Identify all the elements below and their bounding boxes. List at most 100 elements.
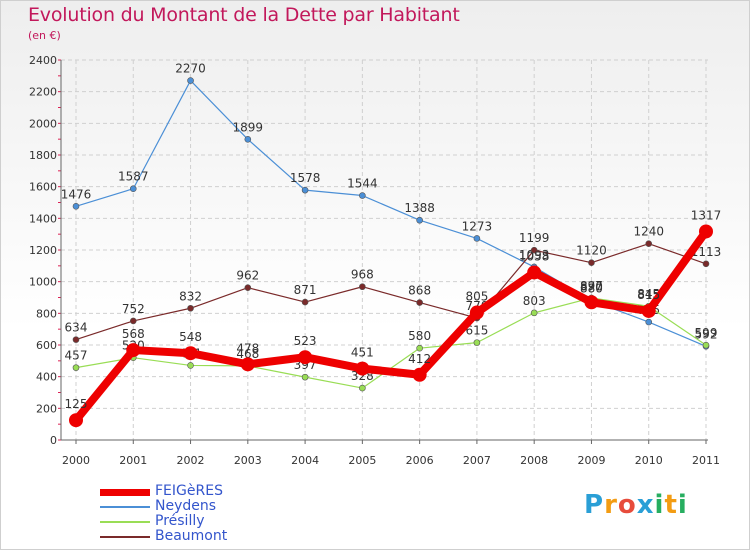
series-line <box>72 229 710 423</box>
data-point <box>187 362 194 369</box>
y-tick-label: 400 <box>36 371 57 384</box>
data-label: 1899 <box>233 120 264 134</box>
legend-item: FEIGèRES <box>100 483 360 500</box>
x-tick-label: 2005 <box>348 454 376 467</box>
y-tick-label: 2200 <box>29 86 57 99</box>
data-point <box>359 192 366 199</box>
y-tick-label: 200 <box>36 402 57 415</box>
x-tick-label: 2004 <box>291 454 319 467</box>
y-tick-label: 1200 <box>29 244 57 257</box>
data-point <box>244 284 252 291</box>
x-tick-label: 2003 <box>234 454 262 467</box>
data-label: 1587 <box>118 170 149 184</box>
data-label: 523 <box>294 334 317 348</box>
data-label: 125 <box>65 397 88 411</box>
logo-letter: P <box>584 490 605 520</box>
data-label: 1199 <box>519 231 550 245</box>
data-label: 871 <box>294 283 317 297</box>
y-tick-label: 0 <box>50 434 57 447</box>
logo-letter: t <box>664 490 678 520</box>
data-point <box>359 384 366 392</box>
data-point <box>702 341 710 349</box>
data-point <box>530 309 538 317</box>
data-point <box>301 298 309 306</box>
data-point <box>416 299 423 306</box>
legend-swatch <box>100 521 150 523</box>
data-label: 880 <box>580 282 603 296</box>
data-label: 803 <box>523 294 546 308</box>
data-point <box>355 361 370 376</box>
data-label: 451 <box>351 346 374 360</box>
legend-label: Neydens <box>155 498 217 514</box>
x-tick-label: 2006 <box>406 454 434 467</box>
x-tick-label: 2000 <box>62 454 90 467</box>
logo-letter: o <box>617 490 637 520</box>
data-label: 1273 <box>462 219 493 233</box>
data-point <box>416 216 423 224</box>
legend-swatch <box>100 536 150 538</box>
logo-letter: i <box>677 490 688 520</box>
data-label: 805 <box>465 290 488 304</box>
data-point <box>240 357 255 372</box>
data-point <box>298 350 313 365</box>
data-label: 1240 <box>633 225 664 239</box>
data-point <box>527 265 542 280</box>
data-label: 1578 <box>290 171 321 185</box>
data-point <box>412 367 427 382</box>
data-label: 548 <box>179 330 202 344</box>
data-point <box>588 259 595 266</box>
data-label: 1120 <box>576 244 607 258</box>
data-label: 968 <box>351 268 374 282</box>
y-tick-label: 2000 <box>29 117 57 130</box>
data-point <box>126 343 141 358</box>
data-point <box>129 317 137 325</box>
y-tick-label: 1000 <box>29 276 57 289</box>
data-point <box>301 373 309 381</box>
data-point <box>641 303 656 318</box>
data-label: 634 <box>65 321 88 335</box>
logo-letter: x <box>636 490 655 520</box>
chart-title: Evolution du Montant de la Dette par Hab… <box>28 4 460 26</box>
x-tick-label: 2011 <box>692 454 720 467</box>
logo-letter: i <box>654 490 665 520</box>
data-point <box>244 136 252 143</box>
legend-swatch <box>100 488 150 496</box>
x-tick-label: 2001 <box>119 454 147 467</box>
data-point <box>72 364 80 371</box>
data-label: 832 <box>179 289 202 303</box>
x-tick-label: 2010 <box>635 454 663 467</box>
data-label: 1544 <box>347 177 378 191</box>
data-label: 615 <box>465 324 488 338</box>
data-label: 568 <box>122 327 145 341</box>
data-point <box>702 260 710 268</box>
data-point <box>301 186 309 194</box>
logo-letter: r <box>604 490 618 520</box>
y-tick-label: 1800 <box>29 149 57 162</box>
data-point <box>72 203 80 210</box>
y-tick-label: 600 <box>36 339 57 352</box>
data-point <box>69 413 83 428</box>
data-label: 580 <box>408 329 431 343</box>
data-point <box>183 346 198 361</box>
data-label: 897 <box>580 279 603 293</box>
data-point <box>187 77 194 84</box>
legend-label: Présilly <box>155 513 205 529</box>
data-point <box>72 336 80 343</box>
data-label: 962 <box>236 269 259 283</box>
data-point <box>469 305 484 320</box>
legend-item: Neydens <box>100 498 360 515</box>
y-tick-label: 2400 <box>29 54 57 67</box>
data-point <box>129 185 137 193</box>
data-label: 599 <box>695 326 718 340</box>
data-label: 2270 <box>175 62 206 76</box>
y-tick-label: 1600 <box>29 181 57 194</box>
data-label: 478 <box>236 341 259 355</box>
legend-item: Beaumont <box>100 528 360 545</box>
data-label: 592 <box>695 327 718 341</box>
data-label: 1388 <box>404 201 435 215</box>
chart-subtitle: (en €) <box>28 29 61 42</box>
data-point <box>645 240 653 247</box>
proxiti-logo: Proxiti <box>584 490 688 520</box>
data-label: 412 <box>408 352 431 366</box>
